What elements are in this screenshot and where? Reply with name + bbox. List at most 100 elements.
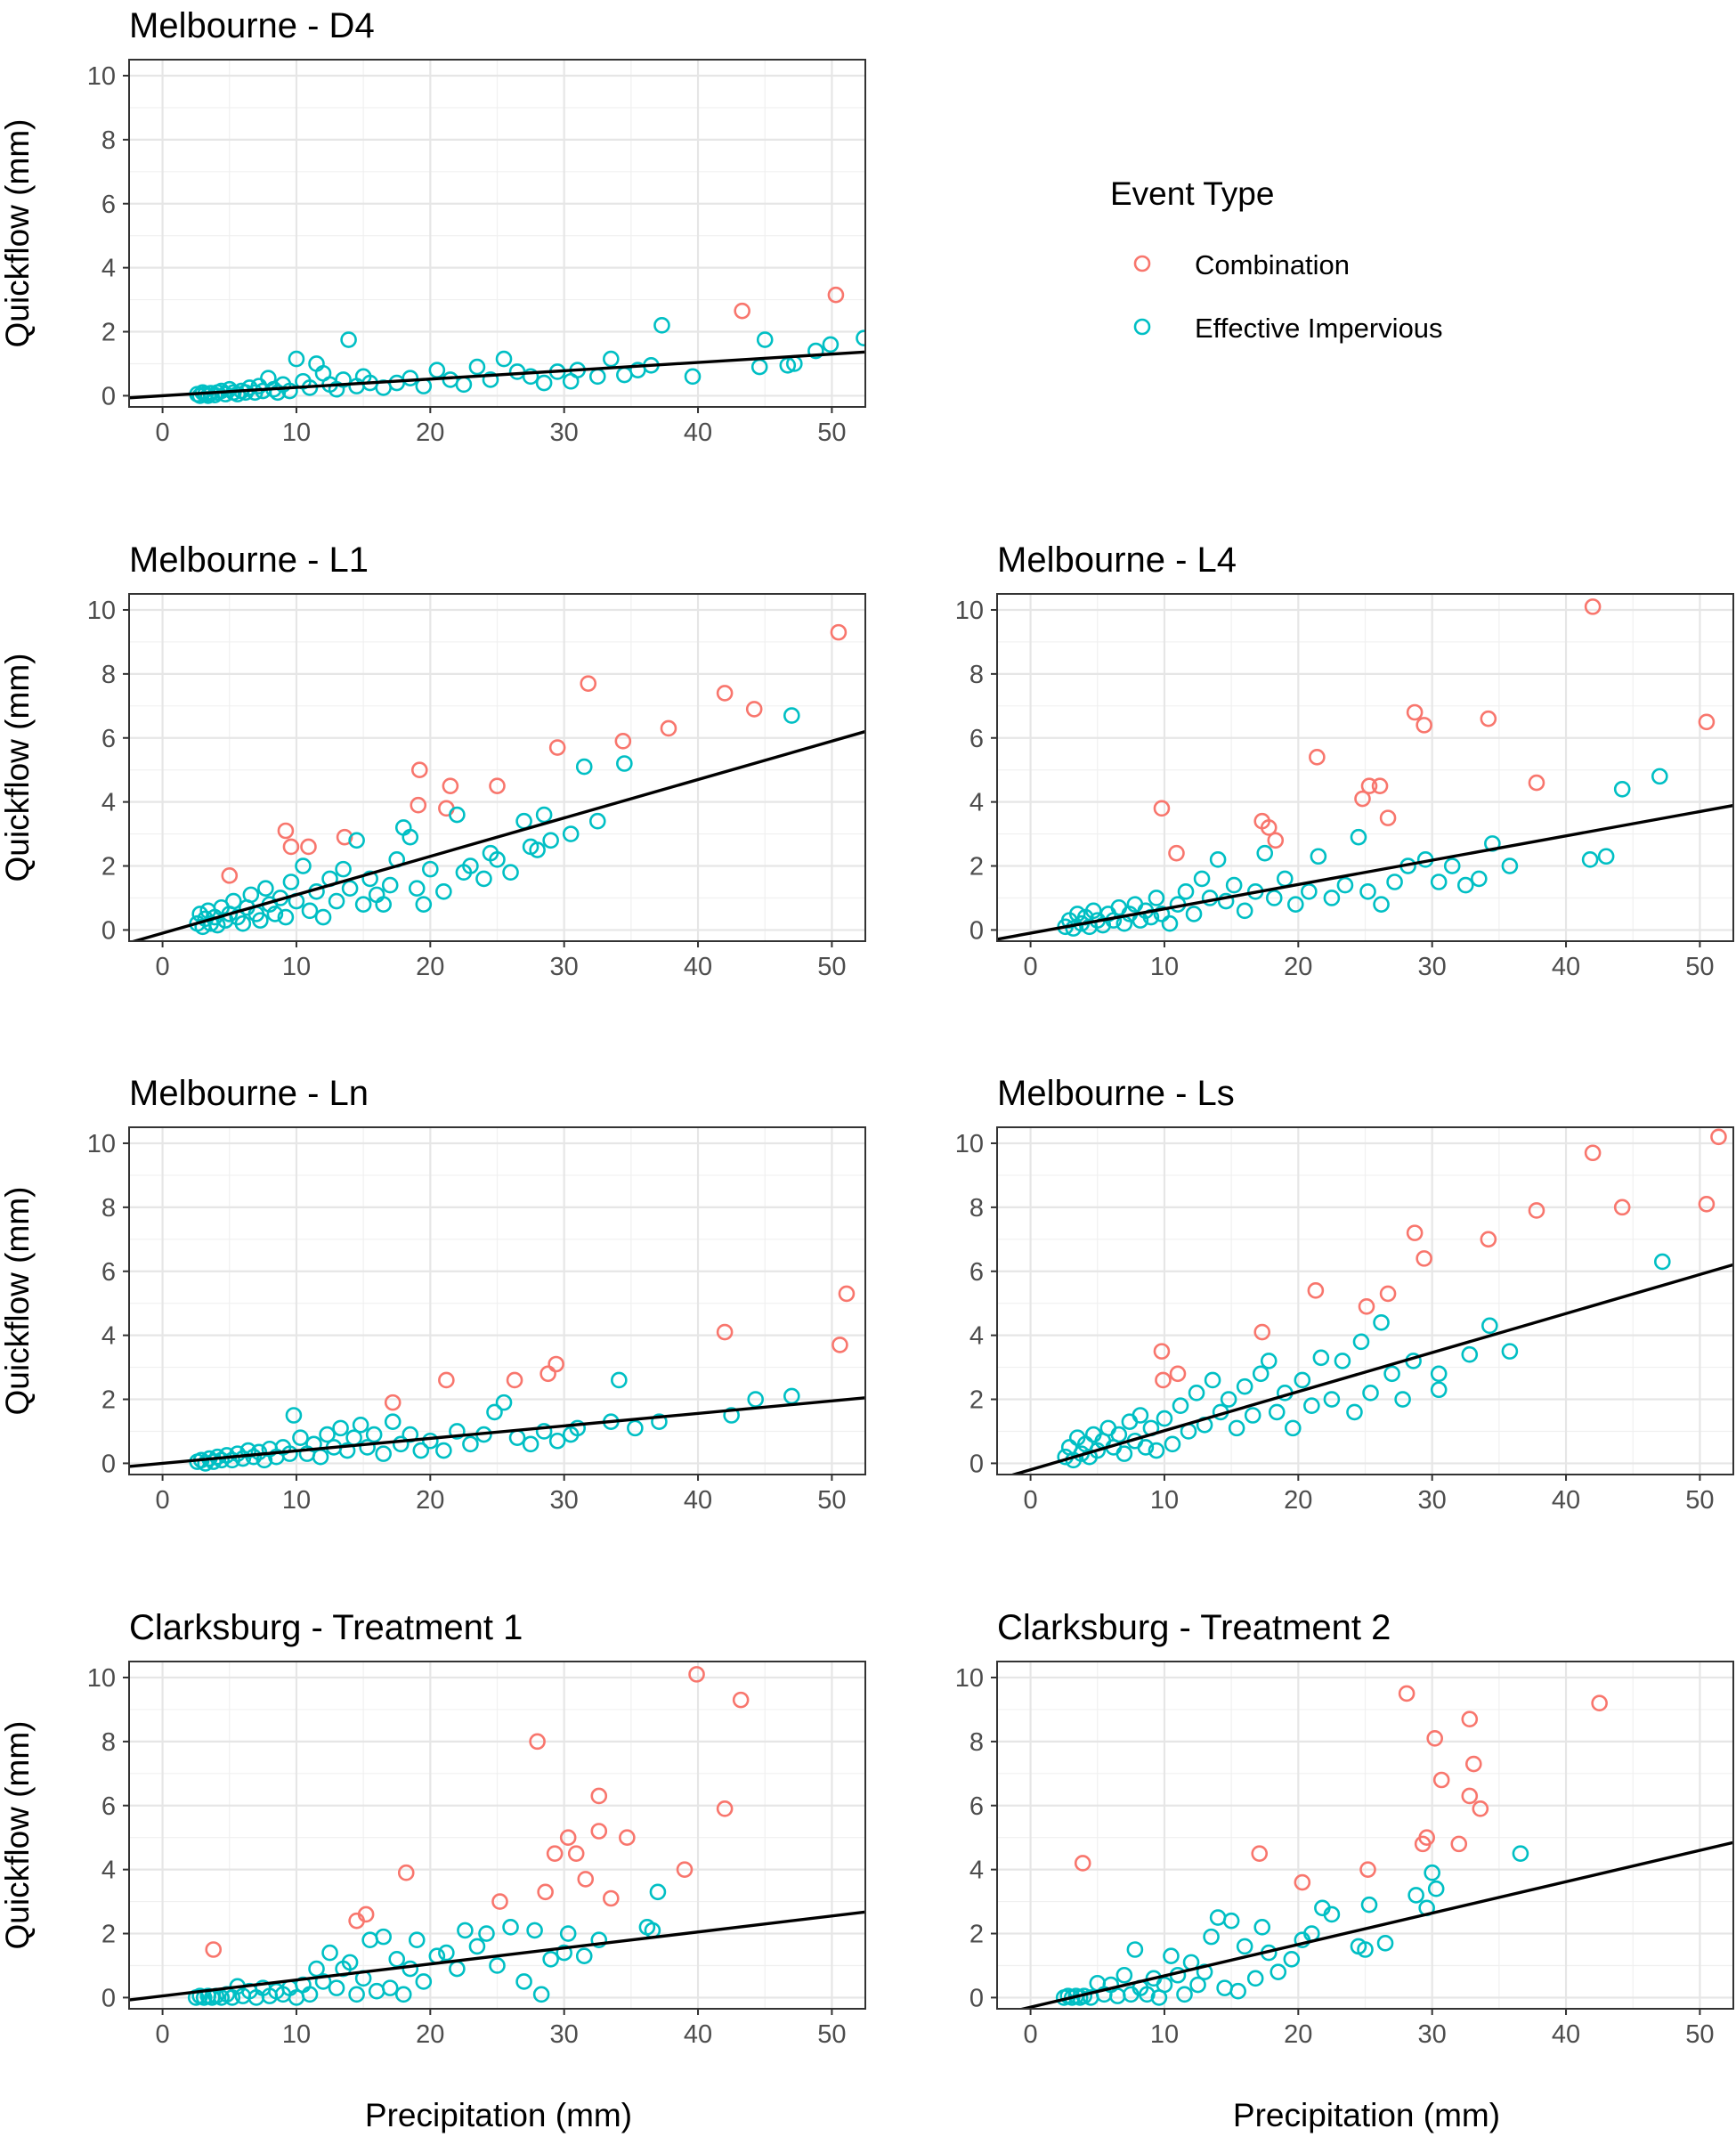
series-effective-impervious <box>1055 1845 1529 2006</box>
data-point-combination <box>1480 710 1497 727</box>
y-tick-label: 8 <box>101 661 116 689</box>
panel-title: Melbourne - D4 <box>129 6 375 45</box>
x-tick-label: 20 <box>1284 2020 1312 2049</box>
series-effective-impervious <box>189 1371 800 1472</box>
x-tick-label: 50 <box>817 418 846 447</box>
data-point-combination <box>567 1845 585 1862</box>
data-point-combination <box>580 675 597 692</box>
y-tick-label: 8 <box>969 1728 984 1757</box>
gridlines <box>129 60 865 407</box>
data-point-effective-impervious <box>1110 1426 1128 1443</box>
data-point-combination <box>1354 790 1371 808</box>
x-tick-label: 30 <box>1418 1486 1447 1515</box>
panel-border <box>996 1661 1734 2010</box>
fit-line <box>1009 1263 1733 1475</box>
data-point-effective-impervious <box>1148 890 1165 906</box>
x-tick-label: 10 <box>1150 953 1179 981</box>
data-point-effective-impervious <box>1362 1385 1379 1402</box>
data-point-combination <box>1472 1800 1489 1817</box>
data-point-effective-impervious <box>381 876 399 894</box>
data-point-combination <box>397 1864 415 1881</box>
chart-panel-melbourne-l1: 0 10 20 30 40 50 0 2 4 6 8 10 Melbourne - L1 Quickflo… <box>0 540 866 981</box>
data-point-effective-impervious <box>1139 1986 1156 2003</box>
y-tick-label: 10 <box>955 1664 984 1693</box>
data-point-effective-impervious <box>234 914 252 932</box>
y-tick-label: 2 <box>969 1921 984 1949</box>
data-point-effective-impervious <box>328 892 345 910</box>
data-point-combination <box>716 685 734 702</box>
data-point-effective-impervious <box>475 870 492 888</box>
data-point-effective-impervious <box>321 1944 338 1962</box>
x-tick-label: 50 <box>1685 2020 1714 2049</box>
data-point-combination <box>1379 1285 1397 1303</box>
panel-border <box>996 593 1734 942</box>
data-point-combination <box>529 1733 546 1751</box>
data-point-combination <box>1309 749 1326 766</box>
data-point-combination <box>590 1823 608 1840</box>
data-point-combination <box>1307 1282 1325 1299</box>
data-point-effective-impervious <box>408 1931 426 1949</box>
data-point-combination <box>221 867 239 884</box>
x-tick-label: 0 <box>156 1486 170 1515</box>
legend-effective-impervious-marker <box>1133 318 1151 336</box>
data-point-effective-impervious <box>575 758 593 776</box>
data-point-effective-impervious <box>822 336 840 353</box>
x-tick-label: 0 <box>156 418 170 447</box>
data-point-combination <box>732 1691 750 1709</box>
data-point-effective-impervious <box>1163 1947 1180 1964</box>
y-tick-label: 8 <box>101 1728 116 1757</box>
data-point-combination <box>1418 1829 1435 1846</box>
data-point-combination <box>1710 1128 1727 1146</box>
y-axis-title: Quickflow (mm) <box>0 1721 36 1950</box>
data-point-effective-impervious <box>1229 1982 1246 2000</box>
panel-title: Melbourne - Ls <box>997 1074 1235 1113</box>
data-point-effective-impervious <box>1443 857 1461 874</box>
data-point-effective-impervious <box>611 1371 628 1389</box>
data-point-combination <box>1267 832 1285 849</box>
data-point-combination <box>546 1845 564 1862</box>
data-point-effective-impervious <box>856 329 865 347</box>
data-point-combination <box>1591 1694 1608 1712</box>
data-point-effective-impervious <box>1352 1333 1370 1351</box>
y-tick-label: 2 <box>101 319 116 347</box>
data-point-effective-impervious <box>301 1986 319 2003</box>
data-point-effective-impervious <box>1204 1371 1221 1389</box>
y-tick-label: 8 <box>969 661 984 689</box>
data-point-combination <box>1398 1685 1416 1702</box>
y-tick-label: 10 <box>87 62 116 91</box>
data-point-effective-impervious <box>1481 1317 1498 1335</box>
data-point-effective-impervious <box>1350 828 1367 846</box>
data-point-effective-impervious <box>562 825 580 842</box>
data-point-effective-impervious <box>559 1925 577 1942</box>
data-point-effective-impervious <box>1188 1385 1205 1402</box>
data-point-combination <box>1253 1323 1271 1341</box>
data-point-effective-impervious <box>1115 1966 1133 1984</box>
x-tick-label: 20 <box>1284 1486 1312 1515</box>
gridlines <box>129 594 865 941</box>
data-point-effective-impervious <box>1427 1880 1445 1897</box>
y-tick-label: 2 <box>969 1386 984 1415</box>
data-point-combination <box>442 777 459 794</box>
legend-combination-marker <box>1133 255 1151 272</box>
y-tick-label: 4 <box>969 789 984 817</box>
data-point-effective-impervious <box>807 342 824 360</box>
data-point-effective-impervious <box>529 841 546 858</box>
data-point-effective-impervious <box>542 1950 559 1968</box>
x-tick-label: 10 <box>282 418 311 447</box>
x-tick-label: 30 <box>1418 2020 1447 2049</box>
data-point-effective-impervious <box>532 1986 550 2003</box>
panel-border <box>128 593 866 942</box>
data-point-combination <box>548 739 566 756</box>
data-point-effective-impervious <box>1430 1365 1448 1383</box>
data-point-effective-impervious <box>402 1960 419 1978</box>
data-point-effective-impervious <box>288 350 305 368</box>
data-point-combination <box>282 838 300 856</box>
data-point-effective-impervious <box>308 1960 325 1978</box>
data-point-effective-impervious <box>348 1986 365 2003</box>
y-tick-label: 10 <box>955 597 984 625</box>
data-point-effective-impervious <box>224 892 242 910</box>
x-tick-label: 40 <box>1552 1486 1580 1515</box>
data-point-effective-impervious <box>295 857 312 874</box>
data-point-combination <box>1698 1195 1716 1213</box>
data-point-effective-impervious <box>422 1432 439 1450</box>
